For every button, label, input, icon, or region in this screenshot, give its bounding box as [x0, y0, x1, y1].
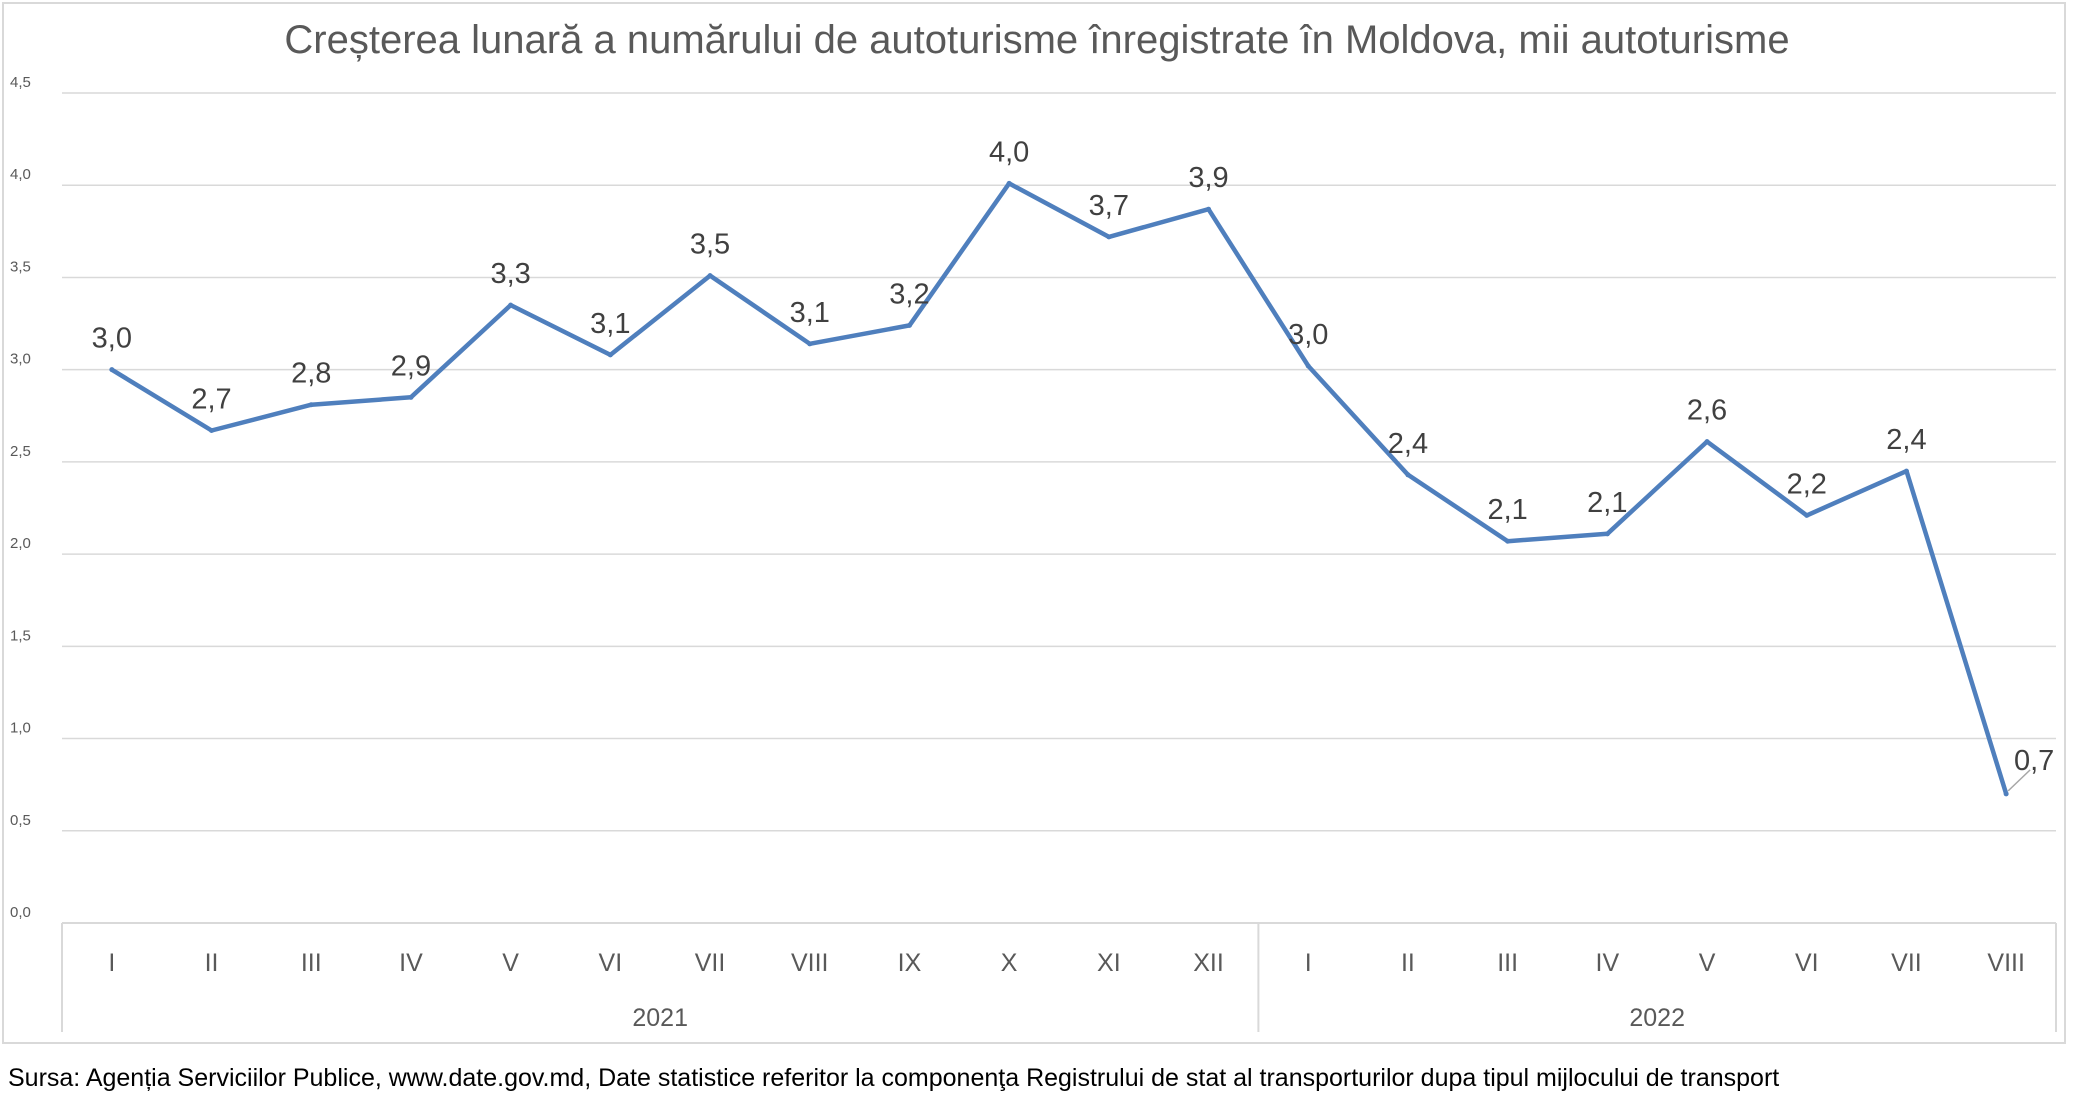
data-label: 3,5	[690, 229, 730, 261]
data-label: 3,7	[1089, 190, 1129, 222]
data-point	[209, 428, 215, 434]
data-label: 3,0	[92, 323, 132, 355]
data-point	[1106, 234, 1112, 240]
x-tick-label: III	[1497, 949, 1518, 977]
y-tick-label: 4,5	[10, 74, 31, 91]
year-label: 2021	[632, 1004, 688, 1032]
data-label: 3,0	[1288, 319, 1328, 351]
y-tick-label: 3,0	[10, 351, 31, 368]
x-tick-label: I	[1305, 949, 1312, 977]
y-tick-label: 2,5	[10, 443, 31, 460]
data-label: 3,1	[590, 308, 630, 340]
x-tick-label: IX	[898, 949, 922, 977]
y-tick-label: 3,5	[10, 258, 31, 275]
data-point	[1206, 206, 1212, 212]
data-point	[1405, 472, 1411, 478]
x-tick-label: VIII	[1987, 949, 2025, 977]
x-tick-label: VIII	[791, 949, 829, 977]
data-label: 2,7	[191, 384, 231, 416]
data-point	[1505, 538, 1511, 544]
data-point	[2003, 791, 2009, 797]
data-label: 2,8	[291, 358, 331, 390]
data-label: 4,0	[989, 136, 1029, 168]
data-point	[1903, 468, 1909, 474]
data-point	[1305, 363, 1311, 369]
data-label: 3,9	[1188, 162, 1228, 194]
source-note: Sursa: Agenția Serviciilor Publice, www.…	[8, 1064, 1780, 1092]
data-point	[707, 273, 713, 279]
x-tick-label: VI	[1795, 949, 1819, 977]
data-label: 3,2	[889, 278, 929, 310]
y-tick-label: 0,5	[10, 812, 31, 829]
x-tick-label: VI	[599, 949, 623, 977]
x-tick-label: IV	[1596, 949, 1620, 977]
x-tick-label: III	[301, 949, 322, 977]
data-point	[1604, 531, 1610, 537]
x-tick-label: V	[502, 949, 519, 977]
x-tick-label: I	[108, 949, 115, 977]
y-tick-label: 2,0	[10, 535, 31, 552]
data-label: 2,9	[391, 350, 431, 382]
data-label: 2,4	[1886, 424, 1926, 456]
data-point	[906, 322, 912, 328]
year-label: 2022	[1629, 1004, 1685, 1032]
data-point	[607, 352, 613, 358]
x-tick-label: XII	[1193, 949, 1224, 977]
y-tick-label: 1,5	[10, 627, 31, 644]
y-tick-label: 1,0	[10, 720, 31, 737]
x-tick-label: II	[1401, 949, 1415, 977]
y-tick-label: 0,0	[10, 904, 31, 921]
x-tick-label: II	[205, 949, 219, 977]
data-label: 0,7	[2014, 745, 2054, 777]
series-line	[109, 181, 2009, 797]
x-tick-label: XI	[1097, 949, 1121, 977]
data-point	[807, 341, 813, 347]
leader-line	[2007, 769, 2031, 792]
data-point	[1704, 439, 1710, 445]
data-label: 2,1	[1487, 494, 1527, 526]
chart-frame	[2, 2, 2066, 1044]
x-tick-label: IV	[399, 949, 423, 977]
chart-title: Creșterea lunară a numărului de autoturi…	[284, 18, 1790, 62]
x-tick-label: X	[1001, 949, 1018, 977]
data-point	[308, 402, 314, 408]
data-label: 2,1	[1587, 487, 1627, 519]
data-label: 2,6	[1687, 395, 1727, 427]
data-label: 3,1	[790, 297, 830, 329]
data-point	[109, 367, 115, 373]
data-point	[408, 394, 414, 400]
data-point	[1006, 180, 1012, 186]
data-point	[1804, 512, 1810, 518]
y-tick-label: 4,0	[10, 166, 31, 183]
data-point	[508, 302, 514, 308]
data-label: 2,4	[1388, 428, 1428, 460]
x-tick-label: VII	[695, 949, 726, 977]
data-label: 2,2	[1787, 468, 1827, 500]
x-tick-label: VII	[1891, 949, 1922, 977]
x-tick-label: V	[1699, 949, 1716, 977]
data-label: 3,3	[490, 258, 530, 290]
